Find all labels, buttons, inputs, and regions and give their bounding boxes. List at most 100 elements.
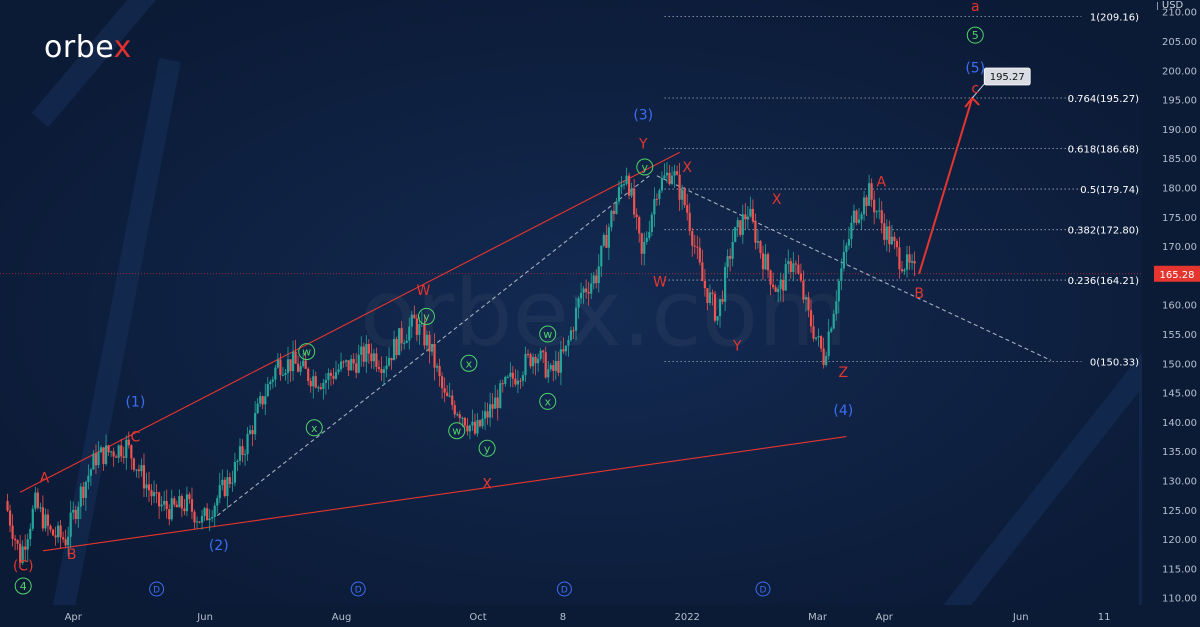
candle-body xyxy=(77,506,80,520)
candle-body xyxy=(660,177,664,191)
candle-body xyxy=(787,261,790,265)
candle-body xyxy=(792,263,795,273)
candle-body xyxy=(559,349,562,373)
candle-body xyxy=(216,498,219,506)
candle-body xyxy=(809,310,813,327)
candle-body xyxy=(453,405,456,415)
candle-body xyxy=(430,343,434,352)
candle-body xyxy=(756,241,760,243)
candle-body xyxy=(41,507,44,529)
candle-body xyxy=(761,253,765,270)
y-tick-label: 115.00 xyxy=(1162,564,1197,575)
candle-body xyxy=(602,234,605,246)
x-tick-label: Aug xyxy=(332,612,352,623)
candle-body xyxy=(489,404,492,418)
candle-body xyxy=(857,219,861,223)
candle-body xyxy=(840,268,843,281)
candle-body xyxy=(665,172,669,176)
candle-body xyxy=(175,504,178,508)
wave-circle xyxy=(448,422,466,440)
candle-body xyxy=(8,510,12,526)
candle-body xyxy=(678,174,681,200)
wave-label: C xyxy=(130,430,140,446)
candle-body xyxy=(102,447,105,464)
wave-label: A xyxy=(876,175,886,191)
x-tick-label: Mar xyxy=(808,612,828,623)
candle-body xyxy=(120,445,123,457)
candle-body xyxy=(46,514,50,526)
candle-body xyxy=(294,351,297,364)
candle-body xyxy=(130,445,133,459)
candle-body xyxy=(393,339,396,361)
candle-body xyxy=(221,479,224,486)
candle-body xyxy=(627,175,631,196)
candle-body xyxy=(446,392,449,397)
candle-body xyxy=(562,349,565,352)
candle-body xyxy=(620,184,623,188)
candle-body xyxy=(610,210,613,228)
wave-label: c xyxy=(971,81,979,97)
candle-body xyxy=(590,283,593,294)
x-tick-label: 11 xyxy=(1098,612,1111,623)
candle-body xyxy=(542,350,545,353)
candle-body xyxy=(825,356,828,365)
currency-dropdown-icon: | xyxy=(1156,1,1159,10)
candle-body xyxy=(729,256,732,259)
brand-logo[interactable]: orbex xyxy=(44,30,132,65)
candle-body xyxy=(539,350,542,359)
candle-body xyxy=(688,212,691,232)
candle-body xyxy=(398,328,401,356)
candle-body xyxy=(519,380,522,382)
wave-label: (1) xyxy=(125,394,145,410)
candle-body xyxy=(319,387,322,389)
candle-body xyxy=(890,236,893,245)
candle-body xyxy=(751,208,754,221)
candle-body xyxy=(400,328,403,344)
cycle-marker[interactable] xyxy=(755,581,771,597)
candle-body xyxy=(774,287,777,292)
cycle-marker[interactable] xyxy=(556,581,572,597)
cycle-marker[interactable] xyxy=(149,581,165,597)
candle-body xyxy=(870,183,873,200)
candle-body xyxy=(125,439,128,458)
x-axis-panel xyxy=(0,605,1200,627)
candle-body xyxy=(711,292,714,294)
candle-body xyxy=(324,379,327,383)
candle-body xyxy=(307,368,310,381)
candle-body xyxy=(322,382,325,389)
candle-body xyxy=(135,469,138,471)
trendline xyxy=(42,436,847,552)
candle-body xyxy=(115,456,118,458)
wave-label: W xyxy=(416,283,430,299)
x-tick-label: Jun xyxy=(196,612,213,623)
projection-arrowhead xyxy=(964,96,980,108)
candle-body xyxy=(865,197,868,206)
candle-body xyxy=(600,245,603,267)
candle-body xyxy=(731,241,734,259)
candle-body xyxy=(435,365,439,368)
candle-body xyxy=(372,353,375,362)
currency-label[interactable]: | USD xyxy=(1156,0,1200,14)
candle-body xyxy=(79,486,82,507)
logo-x: x xyxy=(113,30,132,65)
cycle-marker[interactable] xyxy=(350,581,366,597)
candle-body xyxy=(855,210,858,223)
candle-body xyxy=(547,369,550,378)
candle-body xyxy=(494,397,497,409)
candle-body xyxy=(428,334,431,352)
candle-body xyxy=(724,267,727,302)
last-price-badge xyxy=(1154,265,1200,282)
candle-body xyxy=(898,247,901,270)
wave-circle xyxy=(14,577,32,595)
candle-body xyxy=(691,231,694,246)
x-tick-label: Apr xyxy=(876,612,894,623)
candle-body xyxy=(895,240,899,248)
candle-body xyxy=(908,254,911,263)
candle-body xyxy=(382,369,386,373)
wave-label: X xyxy=(682,160,692,176)
candle-body xyxy=(612,210,616,214)
y-tick-label: 175.00 xyxy=(1162,213,1197,224)
candle-body xyxy=(693,245,696,247)
candle-body xyxy=(158,492,161,507)
